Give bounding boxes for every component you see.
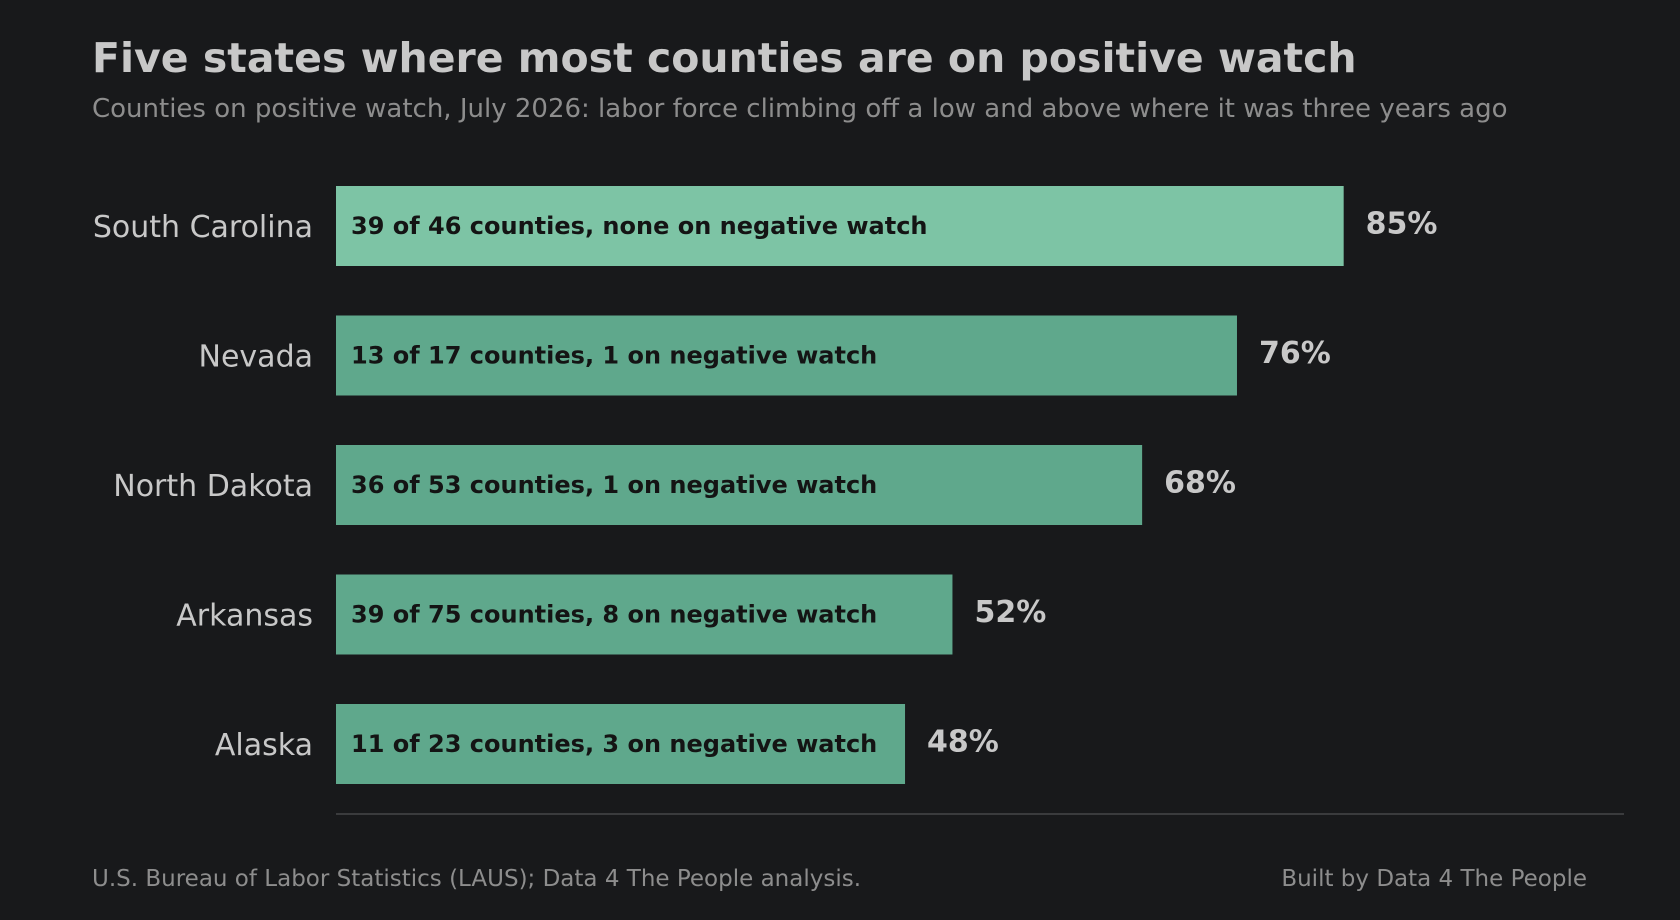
bar: [336, 445, 1143, 525]
bar-annotation: 11 of 23 counties, 3 on negative watch: [351, 730, 877, 758]
value-label: 76%: [1259, 336, 1331, 371]
bar-annotation: 13 of 17 counties, 1 on negative watch: [351, 342, 877, 370]
value-label: 85%: [1366, 207, 1438, 242]
bar: [336, 186, 1344, 266]
bar: [336, 574, 953, 655]
bar-annotation: 39 of 75 counties, 8 on negative watch: [351, 601, 877, 629]
category-label: South Carolina: [93, 210, 313, 245]
category-label: North Dakota: [113, 469, 313, 504]
category-label: Nevada: [199, 340, 313, 375]
value-label: 52%: [974, 595, 1046, 630]
bar: [336, 704, 906, 784]
value-label: 48%: [927, 725, 999, 760]
source-note: U.S. Bureau of Labor Statistics (LAUS); …: [92, 866, 862, 892]
chart-subtitle: Counties on positive watch, July 2026: l…: [92, 94, 1508, 124]
category-label: Alaska: [215, 728, 313, 763]
bar-annotation: 36 of 53 counties, 1 on negative watch: [351, 471, 877, 499]
bar-annotation: 39 of 46 counties, none on negative watc…: [351, 212, 928, 240]
category-label: Arkansas: [176, 599, 313, 634]
bar: [336, 315, 1237, 396]
chart-title: Five states where most counties are on p…: [92, 34, 1357, 82]
value-label: 68%: [1164, 466, 1236, 501]
credit-note: Built by Data 4 The People: [1281, 866, 1587, 892]
